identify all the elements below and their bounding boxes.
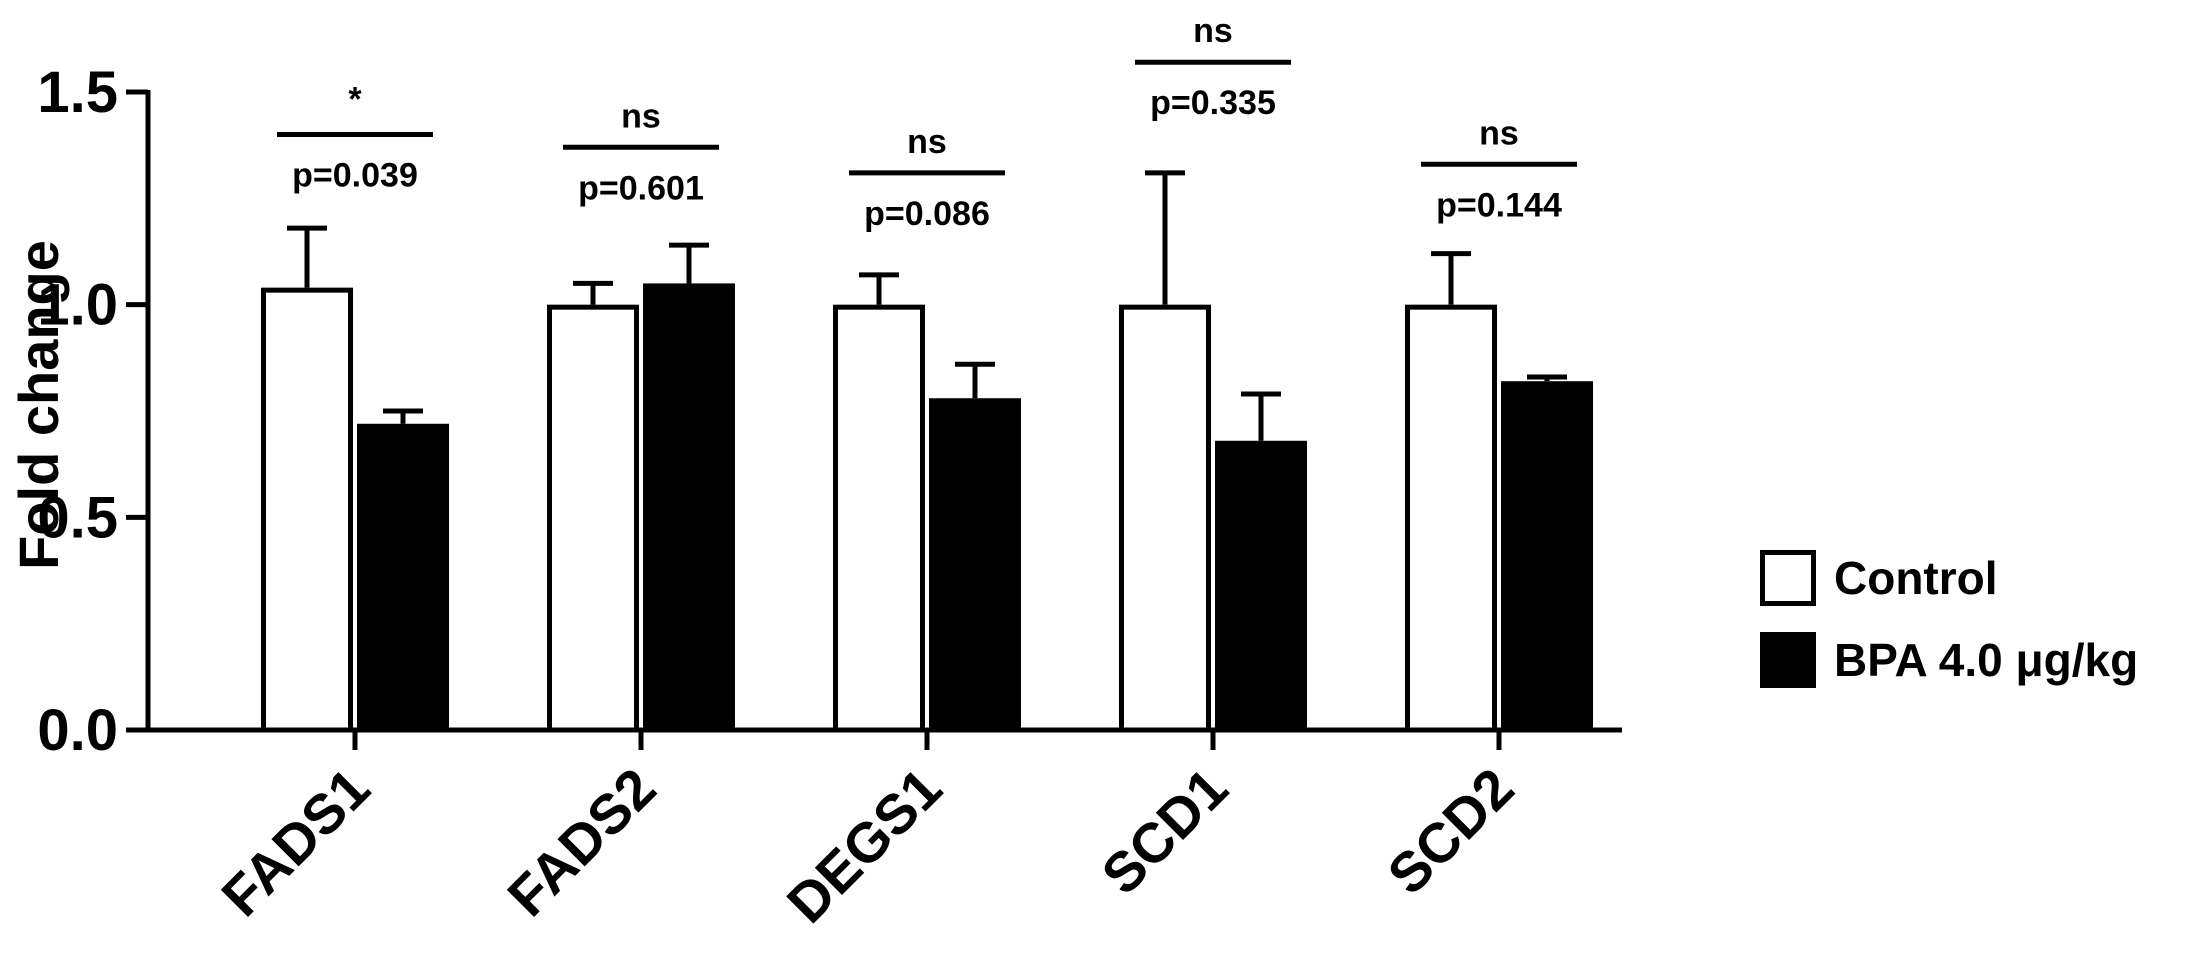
y-tick-label: 1.5 [37, 60, 118, 125]
legend: Control BPA 4.0 μg/kg [1760, 550, 2138, 688]
bar-bpa [929, 398, 1021, 730]
y-tick-label: 1.0 [37, 273, 118, 338]
significance-label: ns [621, 97, 661, 135]
bar-control [547, 304, 639, 733]
p-value-label: p=0.086 [864, 195, 990, 233]
legend-swatch-control [1760, 550, 1816, 606]
legend-label: Control [1834, 552, 1998, 604]
p-value-label: p=0.039 [292, 157, 418, 195]
significance-label: ns [1479, 114, 1519, 152]
legend-label: BPA 4.0 μg/kg [1834, 634, 2138, 686]
bar-bpa [643, 283, 735, 730]
bar-control [261, 287, 353, 733]
bar-bpa [1501, 381, 1593, 730]
p-value-label: p=0.335 [1150, 84, 1276, 122]
bar-bpa [1215, 440, 1307, 730]
p-value-label: p=0.601 [578, 169, 704, 207]
y-tick-label: 0.0 [37, 698, 118, 763]
bar-bpa [357, 423, 449, 730]
x-tick-label: SCD2 [1375, 756, 1525, 906]
x-tick-label: FADS1 [209, 756, 381, 928]
x-tick-label: FADS2 [495, 756, 667, 928]
bar-control [1119, 304, 1211, 733]
x-tick-label: DEGS1 [775, 756, 954, 935]
significance-annotations: * p=0.039 ns p=0.601 ns p=0.086 ns p=0.335 ns p=0… [277, 12, 1577, 233]
p-value-label: p=0.144 [1436, 186, 1562, 224]
bar-control [833, 304, 925, 733]
significance-label: * [348, 81, 362, 119]
y-axis-label: Fold change [7, 240, 70, 570]
legend-swatch-bpa [1760, 632, 1816, 688]
bars [261, 170, 1593, 733]
x-tick-label: SCD1 [1089, 756, 1239, 906]
bar-control [1405, 304, 1497, 733]
significance-label: ns [1193, 12, 1233, 50]
y-tick-label: 0.5 [37, 485, 118, 550]
significance-label: ns [907, 123, 947, 161]
